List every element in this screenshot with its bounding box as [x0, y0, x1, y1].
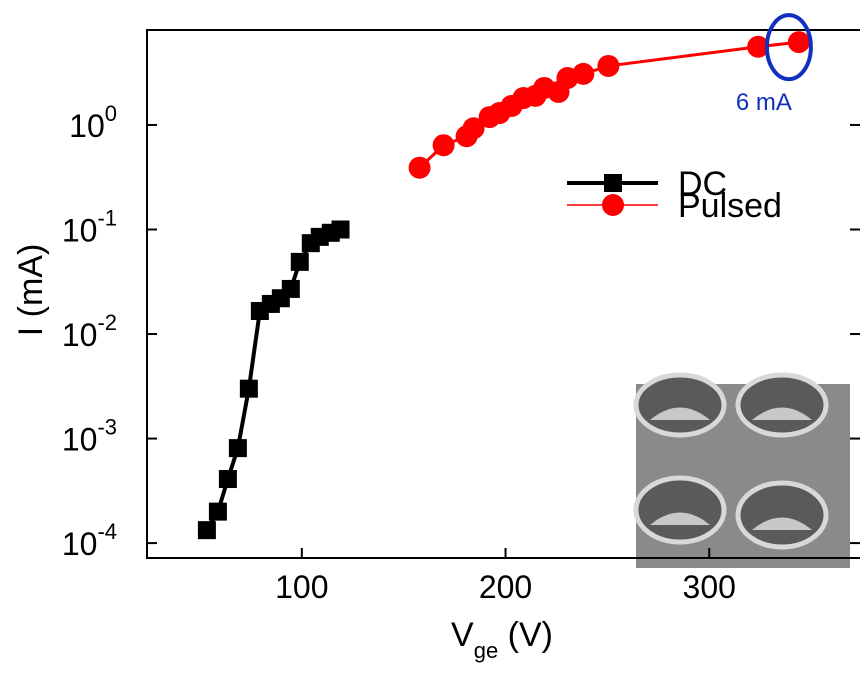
point	[331, 220, 350, 239]
legend-marker	[602, 194, 624, 216]
y-tick-label: 10-2	[62, 310, 117, 353]
point	[432, 134, 455, 157]
point	[281, 279, 300, 298]
x-label-main: V	[451, 616, 474, 654]
point	[197, 521, 216, 540]
x-label-sub: ge	[474, 638, 498, 663]
legend-marker	[604, 174, 622, 192]
annotation-text: 6 mA	[736, 89, 792, 116]
y-tick-label: 10-3	[62, 415, 117, 458]
point	[787, 31, 810, 54]
point	[572, 62, 595, 85]
x-tick-label: 200	[479, 569, 532, 605]
x-axis-label: Vge (V)	[451, 616, 553, 663]
y-tick-base: 10	[62, 422, 98, 458]
y-tick-exp: 0	[105, 101, 117, 126]
point	[290, 252, 309, 271]
y-tick-base: 10	[62, 317, 98, 353]
y-tick-base: 10	[69, 108, 105, 144]
point	[747, 35, 770, 58]
legend-label: DC	[678, 165, 727, 203]
y-tick-label: 10-1	[62, 205, 117, 248]
y-tick-label: 100	[69, 101, 117, 144]
y-tick-exp: -4	[97, 519, 117, 544]
point	[208, 502, 227, 521]
y-tick-base: 10	[62, 212, 98, 248]
plot-frame	[146, 29, 860, 559]
point	[408, 156, 431, 179]
y-tick-exp: -3	[97, 415, 117, 440]
x-tick-label: 300	[683, 569, 736, 605]
x-tick-label: 100	[275, 569, 328, 605]
point	[228, 439, 247, 458]
annotation-circle	[764, 13, 813, 82]
x-label-rest: (V)	[498, 616, 553, 654]
y-tick-base: 10	[62, 526, 98, 562]
point	[239, 379, 258, 398]
inset-image	[633, 372, 850, 568]
y-tick-exp: -2	[97, 310, 117, 335]
y-axis-label: I (mA)	[12, 244, 50, 337]
y-tick-label: 10-4	[62, 519, 117, 562]
point	[462, 117, 485, 140]
y-tick-exp: -1	[97, 205, 117, 230]
point	[218, 470, 237, 489]
point	[597, 54, 620, 77]
legend-label: Pulsed	[678, 187, 782, 225]
